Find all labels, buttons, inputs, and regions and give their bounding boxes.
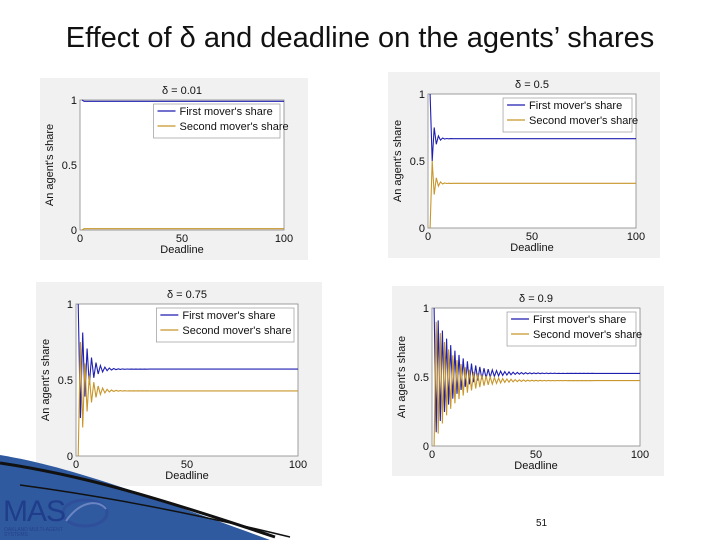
x-tick-label: 50	[181, 459, 193, 471]
legend-entry: First mover's share	[182, 310, 275, 322]
chart-panel-2: δ = 0.5 0 50 100 0 0.5 1 Deadline An agent's sha…	[388, 72, 660, 258]
y-tick-label: 1	[67, 299, 73, 311]
y-tick-label: 0	[423, 441, 429, 453]
x-axis-label: Deadline	[510, 242, 553, 254]
x-tick-label: 0	[73, 459, 79, 471]
legend-box	[506, 311, 637, 347]
series-line-2	[81, 228, 284, 231]
x-tick-label: 50	[530, 449, 542, 461]
y-tick-label: 0.5	[58, 375, 73, 387]
legend-box	[153, 103, 281, 139]
series-line-2	[77, 341, 298, 457]
y-tick-label: 0.5	[62, 160, 77, 172]
y-axis-label: An agent's share	[392, 120, 404, 202]
legend-box	[156, 307, 295, 343]
series-line-1	[433, 307, 640, 433]
x-tick-label: 100	[289, 459, 307, 471]
y-tick-label: 1	[423, 303, 429, 315]
chart-title: δ = 0.01	[162, 85, 202, 97]
y-tick-label: 0.5	[414, 372, 429, 384]
chart-delta-05: δ = 0.5 0 50 100 0 0.5 1 Deadline An agent's sha…	[388, 72, 660, 258]
legend-entry: First mover's share	[533, 314, 626, 326]
x-axis-label: Deadline	[165, 470, 208, 482]
chart-title: δ = 0.75	[167, 289, 207, 301]
y-tick-label: 0	[67, 451, 73, 463]
legend-entry: Second mover's share	[533, 329, 642, 341]
y-axis-label: An agent's share	[396, 336, 408, 418]
legend-entry: Second mover's share	[182, 325, 291, 337]
series-line-1	[77, 303, 298, 419]
y-tick-label: 0.5	[410, 156, 425, 168]
logo-text: MAS	[3, 495, 66, 528]
series-line-2	[429, 160, 636, 229]
page-number: 51	[536, 518, 548, 529]
logo-subtext: OAKLAND MULTI-AGENT SYSTEMS	[4, 527, 63, 538]
x-tick-label: 50	[526, 231, 538, 243]
legend-entry: Second mover's share	[180, 121, 289, 133]
chart-delta-075: δ = 0.75 0 50 100 0 0.5 1 Deadline An agent's sh…	[36, 282, 322, 486]
x-axis-label: Deadline	[514, 460, 557, 472]
y-tick-label: 1	[419, 89, 425, 101]
y-axis-label: An agent's share	[44, 124, 56, 206]
legend-entry: Second mover's share	[529, 115, 638, 127]
chart-panel-1: δ = 0.01 0 50 100 0 0.5 1 Deadline An agent's sh…	[40, 78, 308, 260]
x-tick-label: 50	[176, 233, 188, 245]
x-tick-label: 100	[627, 231, 645, 243]
y-tick-label: 0	[71, 225, 77, 237]
y-tick-label: 0	[419, 223, 425, 235]
x-tick-label: 0	[429, 449, 435, 461]
slide-title: Effect of δ and deadline on the agents’ …	[65, 22, 655, 54]
legend-entry: First mover's share	[529, 100, 622, 112]
y-axis-label: An agent's share	[40, 339, 52, 421]
chart-delta-09: δ = 0.9 0 50 100 0 0.5 1 Deadline An agent's sha…	[392, 286, 664, 476]
chart-delta-001: δ = 0.01 0 50 100 0 0.5 1 Deadline An agent's sh…	[40, 78, 308, 260]
chart-title: δ = 0.5	[515, 79, 549, 91]
chart-title: δ = 0.9	[519, 293, 553, 305]
chart-panel-3: δ = 0.75 0 50 100 0 0.5 1 Deadline An agent's sh…	[36, 282, 322, 486]
y-tick-label: 1	[71, 95, 77, 107]
x-tick-label: 100	[275, 233, 293, 245]
x-tick-label: 100	[631, 449, 649, 461]
x-tick-label: 0	[425, 231, 431, 243]
series-line-1	[81, 99, 284, 102]
series-line-2	[433, 321, 640, 447]
x-tick-label: 0	[77, 233, 83, 245]
chart-panel-4: δ = 0.9 0 50 100 0 0.5 1 Deadline An agent's sha…	[392, 286, 664, 476]
legend-box	[502, 97, 633, 133]
series-line-1	[429, 93, 636, 162]
logo: MAS OAKLAND MULTI-AGENT SYSTEMS	[0, 493, 110, 540]
x-axis-label: Deadline	[160, 244, 203, 256]
legend-entry: First mover's share	[180, 106, 273, 118]
